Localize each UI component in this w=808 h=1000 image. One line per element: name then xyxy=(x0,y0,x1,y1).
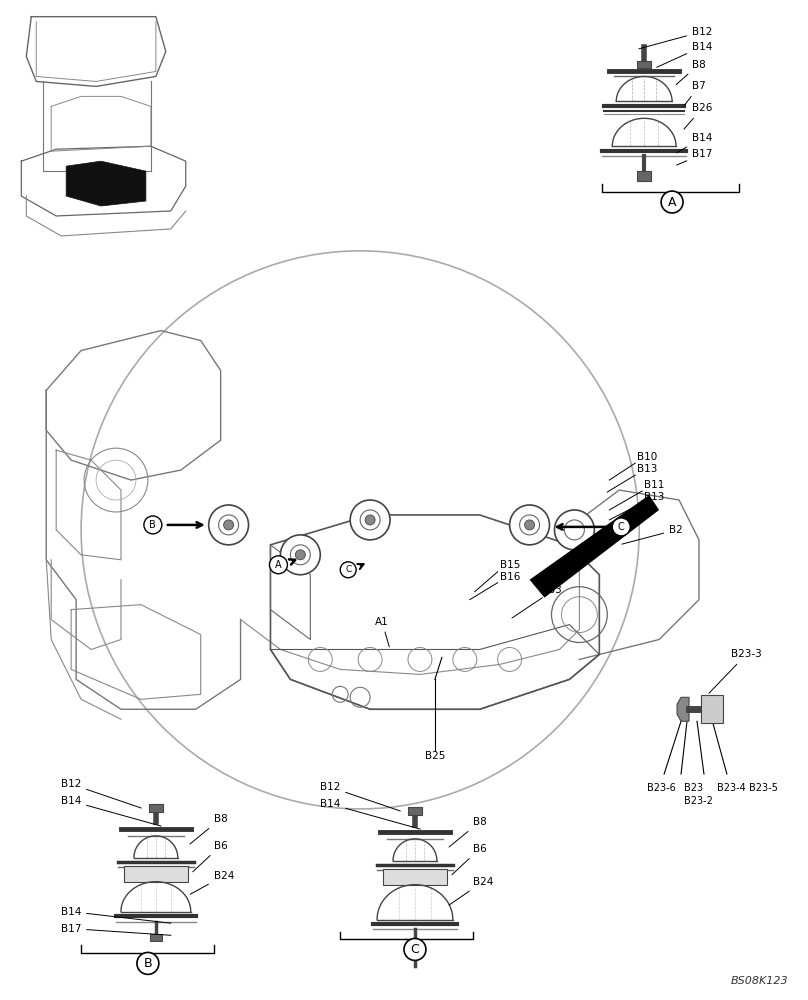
Bar xyxy=(638,171,651,181)
Text: A: A xyxy=(275,560,282,570)
Text: B6: B6 xyxy=(193,841,227,872)
Text: B14: B14 xyxy=(676,133,713,153)
Text: B12: B12 xyxy=(320,782,401,811)
Text: A1: A1 xyxy=(375,617,389,647)
Text: B13: B13 xyxy=(638,464,658,474)
Text: B10: B10 xyxy=(638,452,658,462)
Text: B13: B13 xyxy=(644,492,664,502)
Circle shape xyxy=(340,562,356,578)
Text: B3: B3 xyxy=(512,585,562,618)
Text: B16: B16 xyxy=(499,572,520,582)
Circle shape xyxy=(350,500,390,540)
Text: B26: B26 xyxy=(684,103,713,129)
Text: BS08K123: BS08K123 xyxy=(731,976,789,986)
Bar xyxy=(408,807,422,815)
Text: C: C xyxy=(618,522,625,532)
Text: B: B xyxy=(149,520,156,530)
Circle shape xyxy=(208,505,249,545)
Bar xyxy=(124,866,187,882)
Circle shape xyxy=(661,191,683,213)
Circle shape xyxy=(137,952,159,974)
Text: B23-3: B23-3 xyxy=(709,649,762,693)
Circle shape xyxy=(554,510,595,550)
Text: A: A xyxy=(668,196,676,209)
Text: B24: B24 xyxy=(449,877,493,905)
Text: B11: B11 xyxy=(644,480,664,490)
Text: B23: B23 xyxy=(684,783,703,793)
Polygon shape xyxy=(677,697,689,721)
Circle shape xyxy=(612,518,630,536)
Text: B23-6: B23-6 xyxy=(647,783,676,793)
Bar xyxy=(149,934,162,941)
Text: B17: B17 xyxy=(676,149,713,165)
Text: C: C xyxy=(410,943,419,956)
Text: B2: B2 xyxy=(622,525,683,544)
Text: B12: B12 xyxy=(61,779,141,808)
Text: B15: B15 xyxy=(499,560,520,570)
Text: B23-2: B23-2 xyxy=(684,796,713,806)
Text: C: C xyxy=(345,565,351,574)
Text: B14: B14 xyxy=(320,799,420,829)
Circle shape xyxy=(296,550,305,560)
Circle shape xyxy=(280,535,320,575)
Bar xyxy=(701,695,723,723)
Text: B8: B8 xyxy=(190,814,227,844)
Circle shape xyxy=(510,505,549,545)
Circle shape xyxy=(144,516,162,534)
Text: B25: B25 xyxy=(425,751,445,761)
Text: B14: B14 xyxy=(657,42,713,67)
Text: B23-5: B23-5 xyxy=(749,783,777,793)
Text: B7: B7 xyxy=(684,81,705,106)
Text: B14: B14 xyxy=(61,796,161,826)
Text: B24: B24 xyxy=(190,871,234,894)
Text: B8: B8 xyxy=(449,817,486,847)
Text: B17: B17 xyxy=(61,924,171,935)
Circle shape xyxy=(224,520,234,530)
Text: B14: B14 xyxy=(61,907,171,923)
Bar xyxy=(149,804,163,812)
Text: B: B xyxy=(144,957,152,970)
Polygon shape xyxy=(66,161,146,206)
Bar xyxy=(383,869,447,885)
Circle shape xyxy=(524,520,535,530)
Text: B6: B6 xyxy=(452,844,486,875)
Circle shape xyxy=(365,515,375,525)
Circle shape xyxy=(269,556,288,574)
Text: B8: B8 xyxy=(676,60,705,85)
Polygon shape xyxy=(529,495,659,598)
Circle shape xyxy=(404,938,426,960)
Text: B23-4: B23-4 xyxy=(717,783,746,793)
Bar xyxy=(638,61,651,68)
Text: B12: B12 xyxy=(639,27,713,49)
